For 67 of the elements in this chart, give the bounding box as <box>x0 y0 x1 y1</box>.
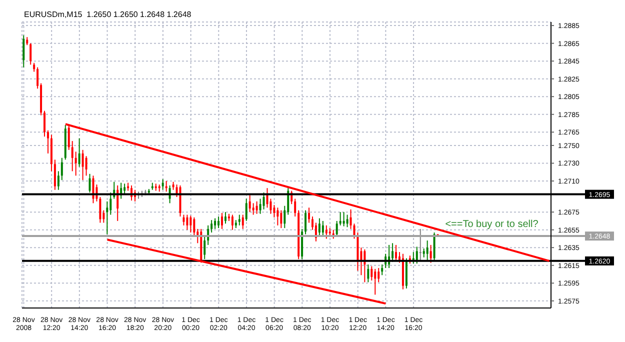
candlestick <box>204 236 206 260</box>
candlestick <box>252 202 254 216</box>
candlestick <box>322 220 324 237</box>
candlestick <box>336 220 338 238</box>
candlestick <box>74 151 77 176</box>
candlestick <box>124 183 126 195</box>
candlestick <box>245 198 248 222</box>
candlestick <box>350 208 352 230</box>
candlestick <box>218 216 220 229</box>
candlestick <box>339 212 342 226</box>
candlestick <box>190 215 192 234</box>
candlestick <box>378 268 380 283</box>
candlestick <box>270 198 272 214</box>
candlestick <box>85 156 88 176</box>
candlestick <box>242 214 244 230</box>
candlestick <box>346 214 348 228</box>
candlestick <box>392 242 394 262</box>
candlestick <box>162 178 164 190</box>
candlestick <box>419 228 422 262</box>
candlestick <box>430 244 432 264</box>
candlestick <box>44 110 46 138</box>
candlestick <box>367 264 370 283</box>
candlestick <box>60 157 63 181</box>
candlestick <box>308 207 310 224</box>
candlestick <box>276 207 279 226</box>
candlestick <box>224 212 226 224</box>
candlestick <box>186 214 188 230</box>
candlestick <box>57 170 60 190</box>
candlestick <box>426 240 428 262</box>
candlestick <box>182 214 185 226</box>
candlestick <box>374 268 376 296</box>
candlestick <box>325 224 328 240</box>
candlestick <box>342 212 345 227</box>
candlestick <box>210 220 213 234</box>
candlestick <box>99 196 102 224</box>
candlestick <box>82 149 84 181</box>
candlestick <box>221 212 223 230</box>
candlestick <box>71 140 74 172</box>
candlestick <box>294 198 296 218</box>
candlestick <box>106 200 108 235</box>
candlestick <box>238 214 240 226</box>
candlestick <box>30 42 32 66</box>
candlestick <box>88 173 91 194</box>
annotation: <==To buy or to sell? <box>445 219 538 230</box>
candlestick <box>262 192 265 210</box>
candlestick <box>304 210 307 235</box>
candlestick <box>370 266 373 281</box>
candlestick <box>256 200 258 214</box>
candlestick <box>193 216 196 237</box>
candlestick <box>46 130 49 154</box>
candlestick <box>231 214 234 230</box>
candlestick <box>54 159 56 190</box>
candlestick <box>395 244 398 262</box>
candlestick <box>318 218 320 237</box>
candlestick <box>78 138 80 168</box>
candlestick <box>273 204 276 218</box>
chart-title: EURUSDm,M15 1.2650 1.2650 1.2648 1.2648 <box>24 10 192 20</box>
candlestick <box>92 175 94 204</box>
candlestick <box>381 264 384 276</box>
candlestick <box>416 246 418 264</box>
candlestick <box>22 34 25 68</box>
candlestick <box>248 194 251 213</box>
candlestick <box>280 210 282 229</box>
candlestick <box>433 232 436 262</box>
candlestick <box>110 192 112 216</box>
candlestick <box>214 218 216 230</box>
candlestick <box>259 198 262 214</box>
